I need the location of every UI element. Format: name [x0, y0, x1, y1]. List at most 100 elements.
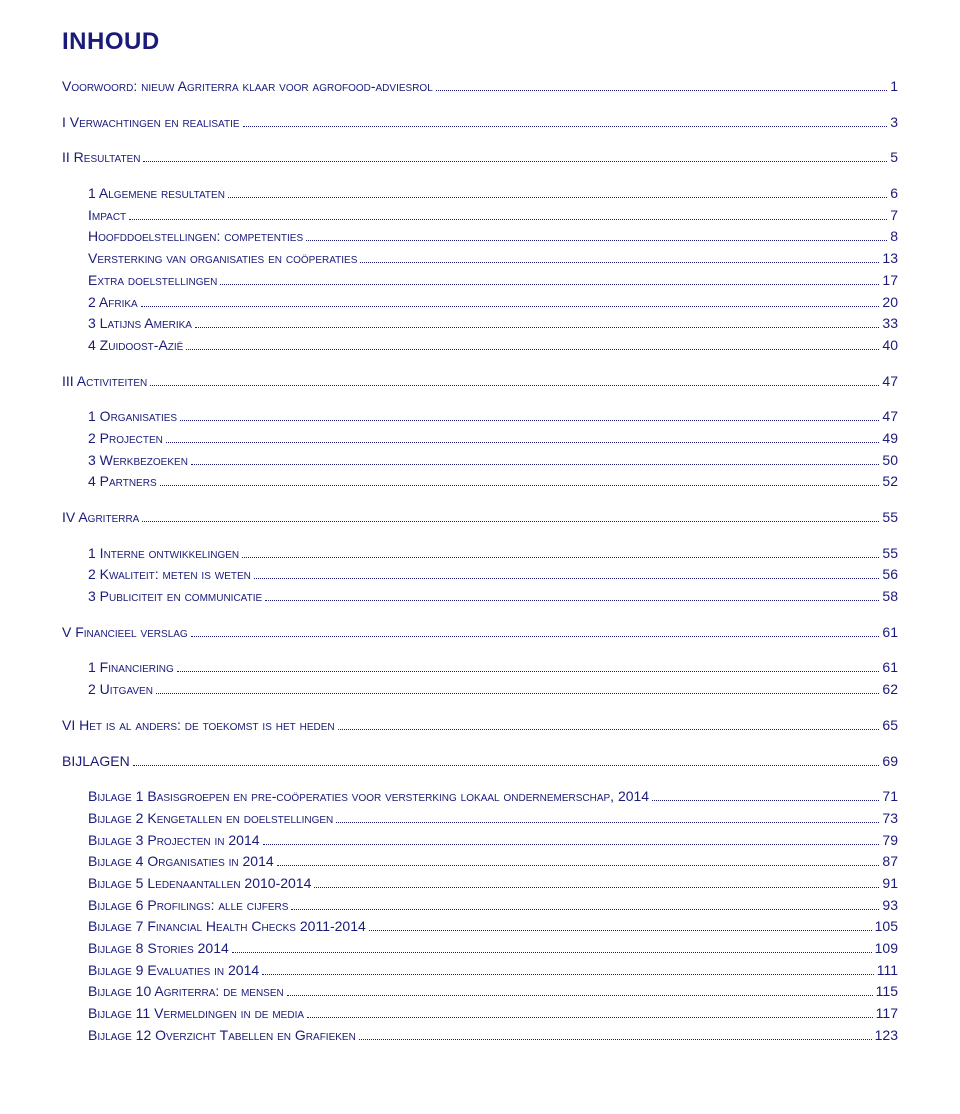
toc-entry-page: 17: [882, 270, 898, 292]
toc-entry-label: BIJLAGEN: [62, 751, 130, 773]
toc-entry-label: 3 Werkbezoeken: [88, 450, 188, 472]
toc-leader: [307, 1017, 873, 1018]
toc-leader: [180, 420, 879, 421]
toc-leader: [129, 219, 887, 220]
toc-entry-page: 71: [882, 786, 898, 808]
toc-entry-page: 6: [890, 183, 898, 205]
toc-entry: Bijlage 10 Agriterra: de mensen115: [88, 981, 898, 1003]
toc-entry-label: 2 Kwaliteit: meten is weten: [88, 564, 251, 586]
toc-leader: [254, 578, 880, 579]
toc-leader: [277, 865, 880, 866]
toc-leader: [360, 262, 879, 263]
toc-leader: [156, 693, 879, 694]
toc-leader: [263, 844, 880, 845]
toc-entry-page: 1: [890, 76, 898, 98]
toc-leader: [141, 306, 880, 307]
toc-entry-label: 3 Latijns Amerika: [88, 313, 192, 335]
toc-entry-page: 47: [882, 371, 898, 393]
toc-leader: [191, 636, 880, 637]
toc-leader: [166, 442, 880, 443]
toc-entry: 1 Algemene resultaten 6: [88, 183, 898, 205]
toc-entry: 2 Afrika 20: [88, 292, 898, 314]
toc-leader: [177, 671, 880, 672]
toc-entry: Bijlage 4 Organisaties in 201487: [88, 851, 898, 873]
toc-entry-label: Bijlage 12 Overzicht Tabellen en Grafiek…: [88, 1025, 356, 1047]
toc-entry-label: Bijlage 10 Agriterra: de mensen: [88, 981, 284, 1003]
toc-entry-label: VI Het is al anders: de toekomst is het …: [62, 715, 335, 737]
toc-entry: 2 Kwaliteit: meten is weten 56: [88, 564, 898, 586]
toc-entry: I Verwachtingen en realisatie3: [62, 112, 898, 134]
toc-entry-page: 65: [882, 715, 898, 737]
toc-entry-page: 79: [882, 830, 898, 852]
toc-entry: II Resultaten 5: [62, 147, 898, 169]
toc-entry-label: Voorwoord: nieuw Agriterra klaar voor ag…: [62, 76, 433, 98]
toc-leader: [191, 464, 880, 465]
toc-entry-label: 1 Financiering: [88, 657, 174, 679]
toc-entry-page: 117: [876, 1003, 898, 1025]
toc-entry-label: 2 Projecten: [88, 428, 163, 450]
toc-entry-page: 87: [882, 851, 898, 873]
toc-leader: [336, 822, 879, 823]
toc-entry-label: II Resultaten: [62, 147, 140, 169]
toc-entry-label: I Verwachtingen en realisatie: [62, 112, 240, 134]
toc-entry: Bijlage 7 Financial Health Checks 2011-2…: [88, 916, 898, 938]
toc-entry-label: Bijlage 6 Profilings: alle cijfers: [88, 895, 288, 917]
toc-entry-page: 5: [890, 147, 898, 169]
toc-entry: BIJLAGEN69: [62, 751, 898, 773]
toc-leader: [369, 930, 872, 931]
toc-leader: [265, 600, 879, 601]
toc-entry-label: Bijlage 11 Vermeldingen in de media: [88, 1003, 304, 1025]
toc-entry-label: 1 Algemene resultaten: [88, 183, 225, 205]
toc-entry: Voorwoord: nieuw Agriterra klaar voor ag…: [62, 76, 898, 98]
toc-leader: [150, 385, 879, 386]
toc-entry-label: Bijlage 8 Stories 2014: [88, 938, 229, 960]
toc-entry-page: 58: [882, 586, 898, 608]
toc-title: INHOUD: [62, 28, 898, 56]
toc-entry: V Financieel verslag 61: [62, 622, 898, 644]
toc-entry-page: 61: [882, 657, 898, 679]
toc-leader: [359, 1039, 872, 1040]
toc-entry: Versterking van organisaties en coöperat…: [88, 248, 898, 270]
toc-entry: 1 Organisaties 47: [88, 406, 898, 428]
toc-entry: 1 Financiering 61: [88, 657, 898, 679]
toc-leader: [306, 240, 887, 241]
toc-entry: Impact7: [88, 205, 898, 227]
toc-entry-page: 91: [882, 873, 898, 895]
toc-entry-label: V Financieel verslag: [62, 622, 188, 644]
toc-entry: 1 Interne ontwikkelingen55: [88, 543, 898, 565]
toc-entry: Bijlage 2 Kengetallen en doelstellingen7…: [88, 808, 898, 830]
toc-leader: [291, 909, 879, 910]
toc-entry-page: 111: [877, 960, 898, 982]
toc-leader: [436, 90, 887, 91]
toc-entry-label: Extra doelstellingen: [88, 270, 217, 292]
toc-leader: [195, 327, 879, 328]
toc-entry: III Activiteiten47: [62, 371, 898, 393]
toc-entry: Bijlage 6 Profilings: alle cijfers93: [88, 895, 898, 917]
toc-entry-page: 52: [882, 471, 898, 493]
toc-leader: [220, 284, 879, 285]
toc-entry-label: Impact: [88, 205, 126, 227]
toc-leader: [133, 765, 880, 766]
toc-entry: Bijlage 5 Ledenaantallen 2010-201491: [88, 873, 898, 895]
toc-entry-page: 47: [882, 406, 898, 428]
toc-entry-label: 2 Afrika: [88, 292, 138, 314]
toc-entry-page: 20: [882, 292, 898, 314]
toc-entry: Bijlage 9 Evaluaties in 2014111: [88, 960, 898, 982]
toc-entry-label: 2 Uitgaven: [88, 679, 153, 701]
toc-entry-page: 50: [882, 450, 898, 472]
toc-entry-page: 62: [882, 679, 898, 701]
toc-leader: [228, 197, 887, 198]
toc-entry: 2 Uitgaven 62: [88, 679, 898, 701]
toc-entry-page: 56: [882, 564, 898, 586]
toc-leader: [652, 800, 879, 801]
toc-entry-page: 55: [882, 543, 898, 565]
toc-entry: 3 Latijns Amerika33: [88, 313, 898, 335]
toc-entry-page: 61: [882, 622, 898, 644]
toc-entry: 2 Projecten49: [88, 428, 898, 450]
toc-entry: 3 Werkbezoeken 50: [88, 450, 898, 472]
toc-entry-label: 1 Organisaties: [88, 406, 177, 428]
toc-entry-page: 109: [875, 938, 898, 960]
toc-entry: Hoofddoelstellingen: competenties8: [88, 226, 898, 248]
toc-leader: [160, 485, 880, 486]
toc-leader: [186, 349, 879, 350]
